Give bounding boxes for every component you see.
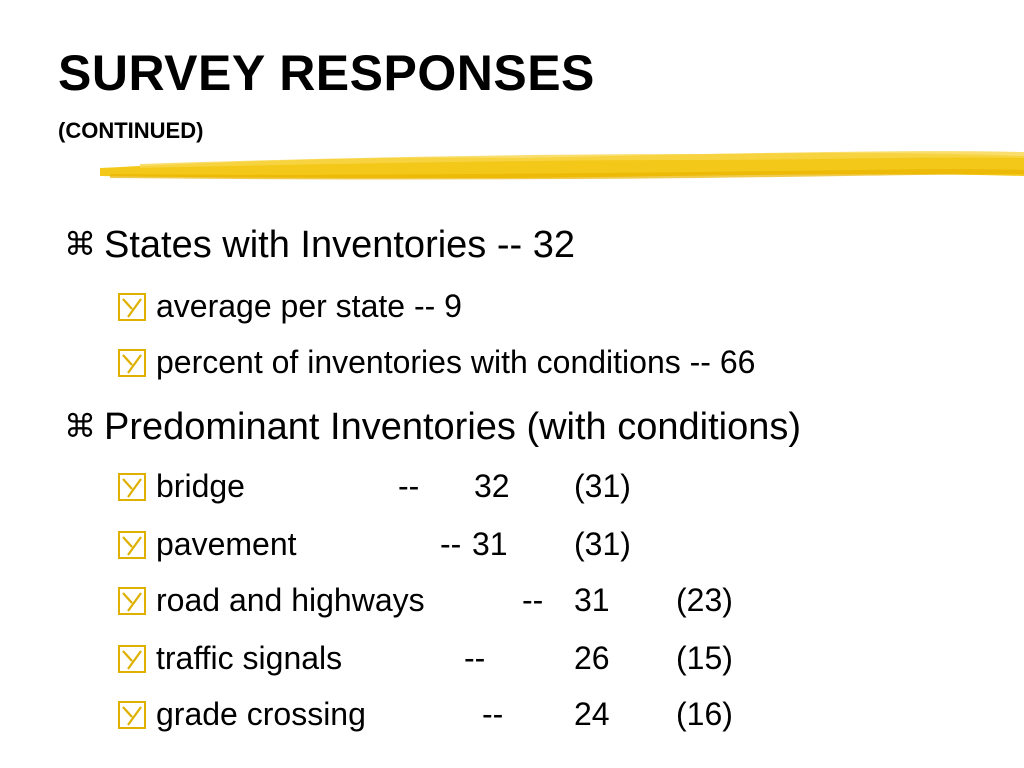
row-name: pavement (156, 526, 297, 562)
sub-bullet-text: average per state -- 9 (156, 288, 462, 324)
row-name: bridge (156, 468, 245, 504)
row-name: road and highways (156, 582, 425, 618)
checkbox-y-icon (118, 587, 146, 615)
bullet-text: Predominant Inventories (with conditions… (104, 406, 802, 448)
row-separator: -- (482, 696, 504, 732)
bullet-predominant-inventories: ⌘ Predominant Inventories (with condition… (64, 408, 801, 446)
row-conditions: (23) (676, 582, 733, 618)
checkbox-y-icon (118, 349, 146, 377)
row-separator: -- (440, 526, 462, 562)
row-conditions: (16) (676, 696, 733, 732)
slide-title: SURVEY RESPONSES (58, 45, 595, 101)
row-separator: -- (522, 582, 544, 618)
checkbox-y-icon (118, 531, 146, 559)
sub-bullet-text: percent of inventories with conditions -… (156, 344, 756, 380)
row-count: 26 (574, 640, 610, 676)
row-separator: -- (398, 468, 420, 504)
command-bullet-icon: ⌘ (64, 408, 96, 444)
command-bullet-icon: ⌘ (64, 226, 96, 262)
checkbox-y-icon (118, 701, 146, 729)
row-count: 24 (574, 696, 610, 732)
row-separator: -- (464, 640, 486, 676)
checkbox-y-icon (118, 645, 146, 673)
row-conditions: (15) (676, 640, 733, 676)
row-conditions: (31) (574, 468, 631, 504)
bullet-text: States with Inventories -- 32 (104, 224, 575, 266)
slide-subtitle: (CONTINUED) (58, 118, 204, 143)
row-count: 31 (574, 582, 610, 618)
yellow-brush-stroke (100, 151, 1024, 180)
checkbox-y-icon (118, 473, 146, 501)
row-conditions: (31) (574, 526, 631, 562)
checkbox-y-icon (118, 293, 146, 321)
bullet-states-with-inventories: ⌘ States with Inventories -- 32 (64, 226, 575, 264)
row-name: traffic signals (156, 640, 343, 676)
row-count: 31 (472, 526, 508, 562)
row-count: 32 (474, 468, 510, 504)
row-name: grade crossing (156, 696, 366, 732)
